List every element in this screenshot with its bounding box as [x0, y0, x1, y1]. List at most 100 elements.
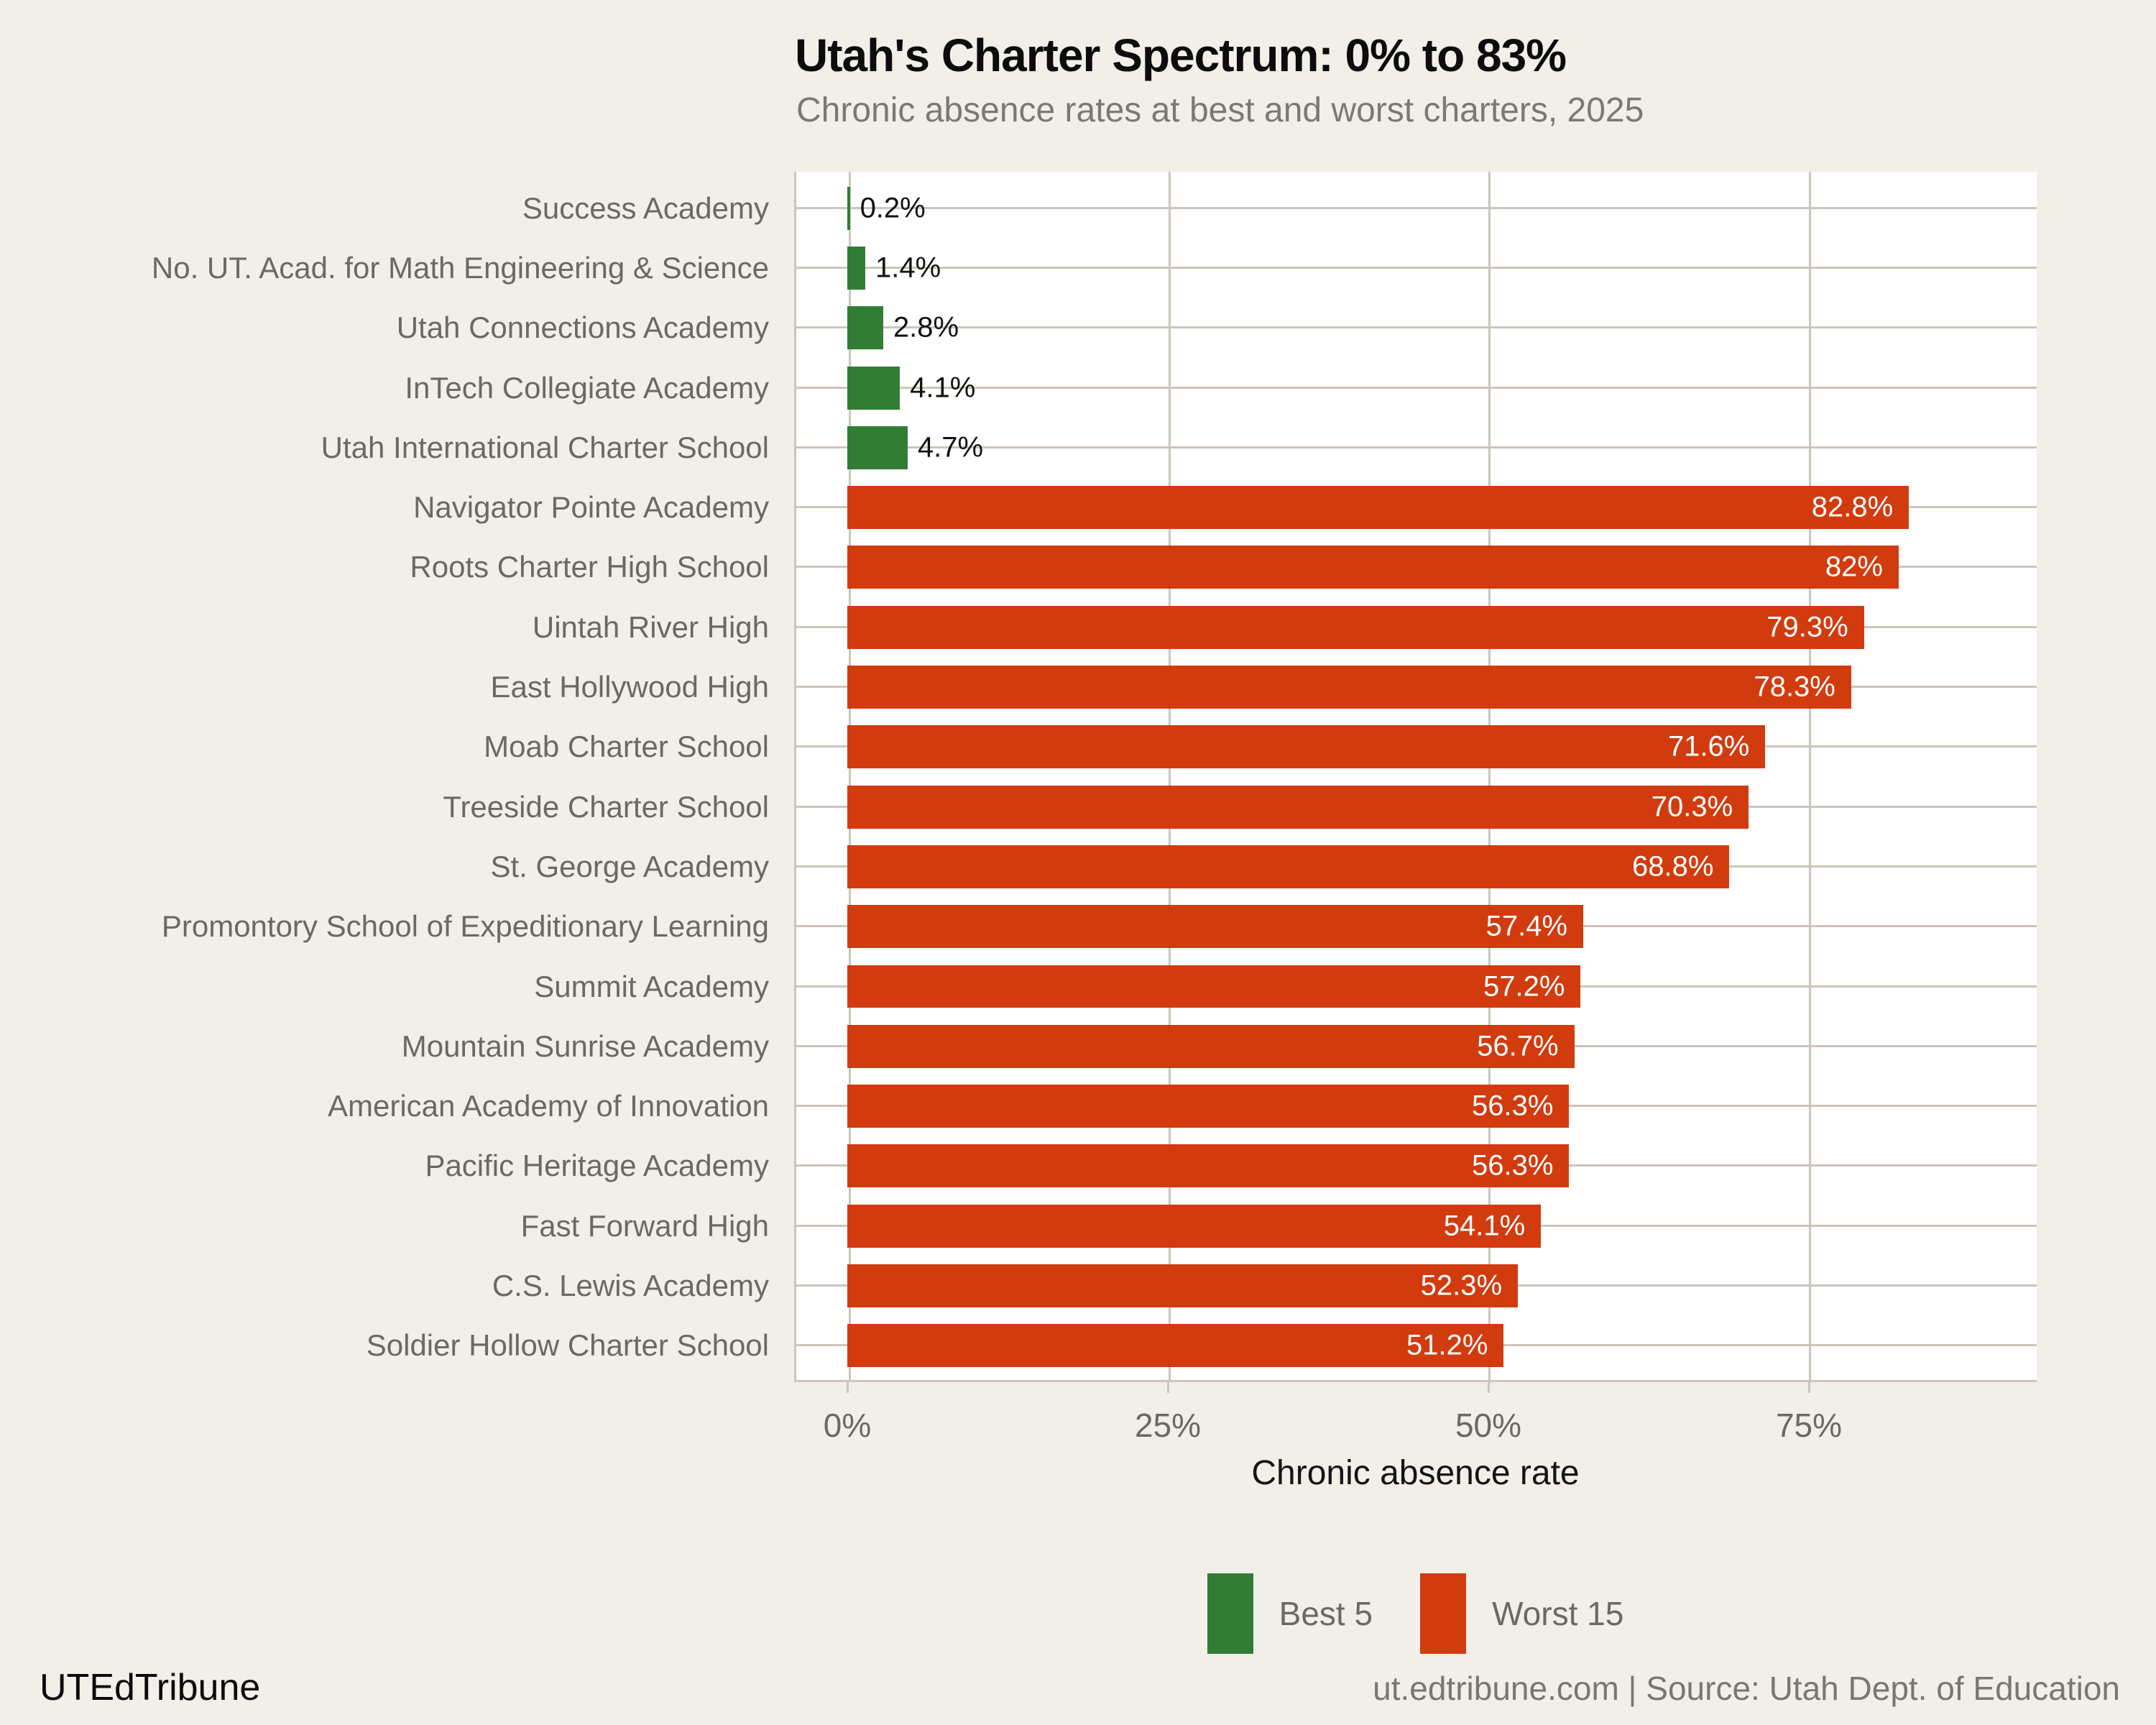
bar-row: Fast Forward High 54.1% — [0, 1196, 2156, 1256]
legend-item-worst: Worst 15 — [1420, 1573, 1623, 1654]
y-axis-label: No. UT. Acad. for Math Engineering & Sci… — [151, 250, 769, 285]
gridline-horizontal — [794, 326, 2037, 329]
bar-row: Uintah River High 79.3% — [0, 597, 2156, 657]
gridline-vertical — [1808, 172, 1811, 1380]
bar-worst — [847, 965, 1581, 1008]
x-tick-label: 50% — [1455, 1407, 1522, 1444]
bar-worst — [847, 1264, 1519, 1307]
bar-worst — [847, 785, 1749, 829]
bar-row: St. George Academy 68.8% — [0, 837, 2156, 896]
bar-best — [847, 186, 850, 230]
bar-track: 56.3% — [794, 1076, 2037, 1136]
bar-track: 70.3% — [794, 777, 2037, 837]
bar-row: Success Academy 0.2% — [0, 178, 2156, 238]
bar-row: East Hollywood High 78.3% — [0, 657, 2156, 717]
bar-best — [847, 306, 883, 350]
bar-track: 52.3% — [794, 1256, 2037, 1315]
bar-value-label: 71.6% — [1667, 730, 1750, 763]
gridline-vertical — [1488, 172, 1491, 1380]
bar-track: 2.8% — [794, 298, 2037, 358]
legend-label: Best 5 — [1279, 1595, 1373, 1632]
bar-track: 4.1% — [794, 358, 2037, 418]
bar-track: 1.4% — [794, 238, 2037, 298]
bar-track: 51.2% — [794, 1316, 2037, 1376]
bar-track: 4.7% — [794, 418, 2037, 477]
bar-track: 56.3% — [794, 1136, 2037, 1196]
y-axis-label: Mountain Sunrise Academy — [401, 1029, 769, 1063]
legend-swatch-worst-icon — [1420, 1573, 1467, 1654]
x-tick-label: 75% — [1775, 1407, 1843, 1444]
y-axis-label: Fast Forward High — [520, 1208, 769, 1243]
bar-value-label: 56.3% — [1471, 1149, 1554, 1182]
legend-item-best: Best 5 — [1207, 1573, 1373, 1654]
bar-track: 71.6% — [794, 717, 2037, 777]
bar-track: 0.2% — [794, 178, 2037, 238]
bar-rows-layer: Success Academy 0.2% No. UT. Acad. for Mat… — [0, 172, 2156, 1382]
bar-row: Pacific Heritage Academy 56.3% — [0, 1136, 2156, 1196]
bar-row: Promontory School of Expeditionary Learn… — [0, 897, 2156, 957]
gridline-vertical — [848, 172, 851, 1380]
bar-worst — [847, 486, 1909, 530]
bar-row: Moab Charter School 71.6% — [0, 717, 2156, 777]
y-axis-label: Pacific Heritage Academy — [425, 1149, 769, 1183]
bar-worst — [847, 1024, 1575, 1068]
y-axis-label: Summit Academy — [534, 969, 769, 1003]
bar-value-label: 57.4% — [1485, 910, 1568, 942]
bar-value-label: 57.2% — [1483, 970, 1565, 1002]
x-tick-label: 25% — [1134, 1407, 1202, 1444]
bar-row: Utah International Charter School 4.7% — [0, 418, 2156, 477]
bar-row: InTech Collegiate Academy 4.1% — [0, 358, 2156, 418]
x-axis-title: Chronic absence rate — [1251, 1454, 1580, 1492]
bar-worst — [847, 546, 1899, 589]
bar-value-label: 52.3% — [1420, 1269, 1503, 1302]
bar-value-label: 82% — [1825, 551, 1883, 583]
bar-value-label: 54.1% — [1443, 1210, 1526, 1242]
x-axis-tick — [1167, 1382, 1169, 1393]
y-axis-label: American Academy of Innovation — [327, 1089, 769, 1123]
gridline-horizontal — [794, 446, 2037, 448]
bar-row: Navigator Pointe Academy 82.8% — [0, 477, 2156, 537]
x-axis-tick — [847, 1382, 849, 1393]
bar-row: C.S. Lewis Academy 52.3% — [0, 1256, 2156, 1315]
y-axis-label: InTech Collegiate Academy — [405, 370, 769, 405]
bar-track: 78.3% — [794, 657, 2037, 717]
bar-row: Summit Academy 57.2% — [0, 957, 2156, 1016]
y-axis-label: Utah International Charter School — [321, 430, 769, 464]
x-axis-tick — [1488, 1382, 1490, 1393]
y-axis-label: East Hollywood High — [490, 670, 769, 704]
legend-swatch-best-icon — [1207, 1573, 1253, 1654]
bar-worst — [847, 605, 1864, 649]
bar-track: 56.7% — [794, 1016, 2037, 1076]
bar-row: No. UT. Acad. for Math Engineering & Sci… — [0, 238, 2156, 298]
bar-value-label: 0.2% — [860, 192, 926, 224]
bar-track: 82.8% — [794, 477, 2037, 537]
bar-value-label: 70.3% — [1651, 791, 1733, 823]
bar-value-label: 4.7% — [917, 431, 984, 464]
bar-row: Treeside Charter School 70.3% — [0, 777, 2156, 837]
y-axis-label: Utah Connections Academy — [396, 310, 769, 345]
bar-value-label: 4.1% — [910, 372, 976, 404]
gridline-horizontal — [794, 206, 2037, 209]
y-axis-label: Promontory School of Expeditionary Learn… — [161, 909, 769, 944]
bar-value-label: 1.4% — [875, 252, 941, 284]
bar-worst — [847, 1324, 1504, 1368]
y-axis-label: Roots Charter High School — [410, 550, 769, 584]
y-axis-label: Navigator Pointe Academy — [413, 490, 769, 525]
y-axis-label: Uintah River High — [532, 610, 769, 644]
y-axis-label: Success Academy — [522, 190, 769, 225]
gridline-horizontal — [794, 386, 2037, 389]
bar-best — [847, 426, 908, 469]
bar-track: 68.8% — [794, 837, 2037, 896]
bar-track: 57.2% — [794, 957, 2037, 1016]
y-axis-label: St. George Academy — [490, 849, 769, 883]
bar-value-label: 2.8% — [893, 311, 959, 344]
bar-best — [847, 366, 900, 410]
bar-worst — [847, 845, 1730, 888]
bar-track: 54.1% — [794, 1196, 2037, 1256]
bar-value-label: 79.3% — [1766, 611, 1848, 643]
bar-worst — [847, 666, 1851, 709]
bar-value-label: 68.8% — [1631, 850, 1714, 883]
y-axis-label: Moab Charter School — [484, 730, 769, 764]
gridline-horizontal — [794, 266, 2037, 269]
